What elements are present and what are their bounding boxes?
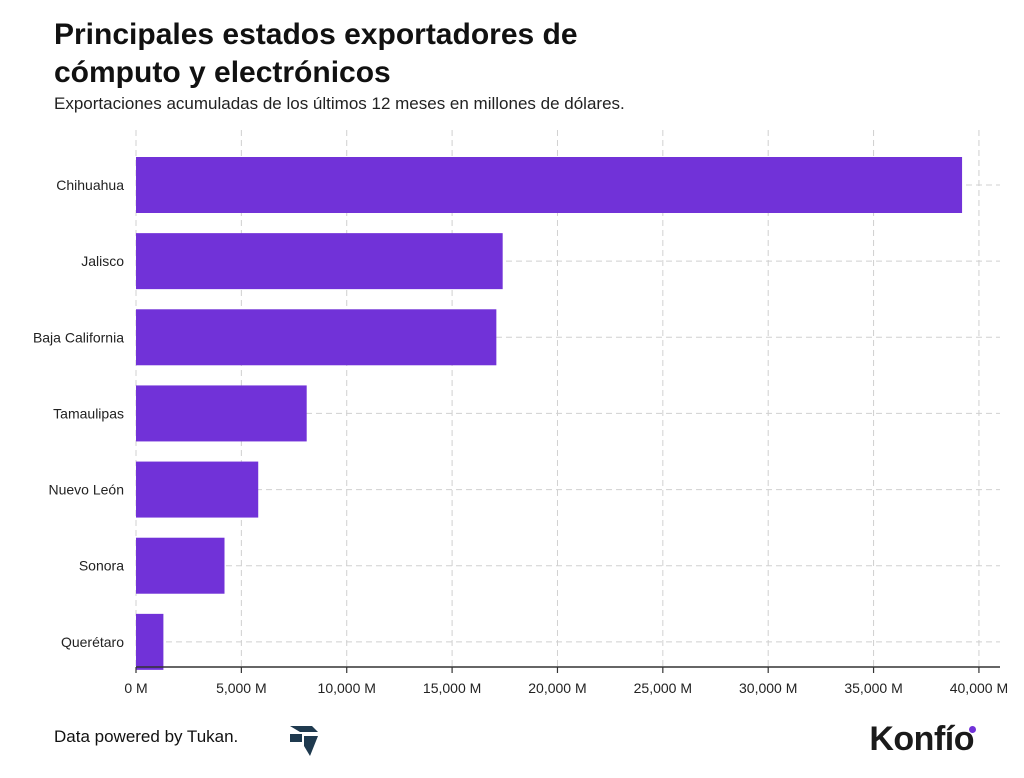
category-label: Tamaulipas bbox=[53, 405, 124, 421]
x-tick-label: 40,000 M bbox=[950, 680, 1008, 696]
x-tick-label: 10,000 M bbox=[318, 680, 376, 696]
konfio-logo: Konfío bbox=[869, 720, 974, 758]
x-tick-label: 0 M bbox=[124, 680, 147, 696]
bar-baja-california bbox=[136, 309, 497, 366]
x-tick-label: 35,000 M bbox=[844, 680, 902, 696]
bar-quer-taro bbox=[136, 613, 164, 670]
chart-subtitle: Exportaciones acumuladas de los últimos … bbox=[54, 94, 625, 113]
chart-title: Principales estados exportadores de cómp… bbox=[54, 18, 578, 89]
x-tick-label: 15,000 M bbox=[423, 680, 481, 696]
bar-sonora bbox=[136, 537, 225, 594]
x-tick-label: 20,000 M bbox=[528, 680, 586, 696]
x-tick-label: 30,000 M bbox=[739, 680, 797, 696]
category-label: Querétaro bbox=[61, 634, 124, 650]
bar-nuevo-le-n bbox=[136, 461, 259, 518]
x-tick-label: 25,000 M bbox=[634, 680, 692, 696]
konfio-logo-dot bbox=[969, 726, 976, 733]
category-label: Nuevo León bbox=[48, 482, 124, 498]
tukan-logo-icon bbox=[290, 726, 318, 756]
category-label: Baja California bbox=[33, 329, 124, 345]
bar-tamaulipas bbox=[136, 385, 307, 442]
x-tick-label: 5,000 M bbox=[216, 680, 267, 696]
bar-jalisco bbox=[136, 233, 503, 290]
category-label: Chihuahua bbox=[56, 177, 124, 193]
category-label: Sonora bbox=[79, 558, 124, 574]
bar-chihuahua bbox=[136, 157, 963, 213]
bar-chart: Chihuahua Jalisco Baja California Tamaulipa… bbox=[33, 130, 1008, 696]
data-credit: Data powered by Tukan. bbox=[54, 727, 239, 746]
category-label: Jalisco bbox=[81, 253, 124, 269]
